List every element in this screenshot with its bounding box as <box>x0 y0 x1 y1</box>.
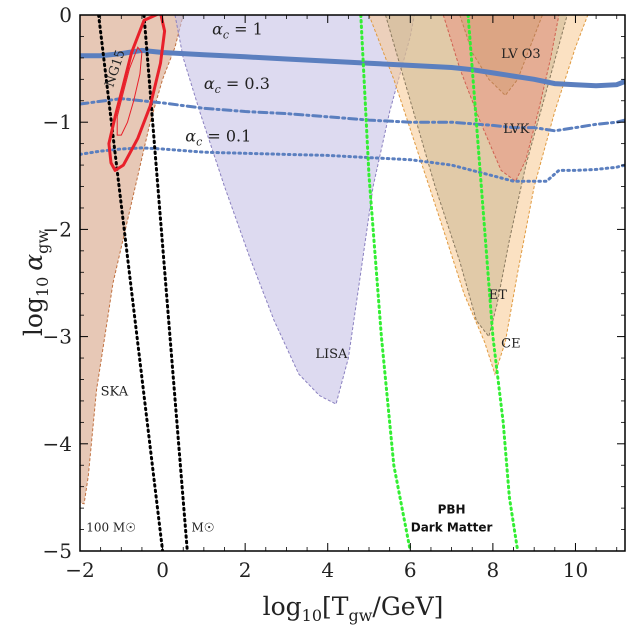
x-tick-label: 2 <box>239 558 252 582</box>
annotation-alpha03: αc = 0.3 <box>204 74 270 96</box>
y-axis-label: log10αgw <box>19 230 52 337</box>
ng15-inner-contour <box>116 46 143 136</box>
x-tick-label: −2 <box>65 558 94 582</box>
region-lv-o3 <box>459 15 543 97</box>
y-tick-label: −4 <box>43 432 72 456</box>
label-lvk: LVK <box>503 122 529 137</box>
annotation-mass1: M☉ <box>191 521 214 535</box>
series-pbh-dm-right <box>466 15 520 551</box>
y-tick-label: −1 <box>43 110 72 134</box>
annotation-alpha01: αc = 0.1 <box>185 126 251 148</box>
label-lv-o3: LV O3 <box>501 47 541 62</box>
series-c-0-1 <box>80 146 625 183</box>
y-tick-label: −5 <box>43 539 72 563</box>
x-tick-label: 10 <box>563 558 588 582</box>
x-tick-label: 4 <box>321 558 334 582</box>
annotation-alpha1: αc = 1 <box>212 19 263 41</box>
detector-regions <box>80 15 589 505</box>
x-tick-label: 8 <box>487 558 500 582</box>
x-tick-label: 0 <box>156 558 169 582</box>
region-lvk <box>442 15 560 182</box>
series-pbh-dm-left <box>359 15 412 551</box>
region-ska <box>80 15 184 505</box>
series-c-0-3 <box>80 97 625 133</box>
plot-frame <box>79 14 626 552</box>
annotation-mass100: 100 M☉ <box>86 521 136 535</box>
y-tick-label: 0 <box>59 3 72 27</box>
label-ska: SKA <box>101 385 129 400</box>
y-tick-label: −2 <box>43 217 72 241</box>
series-c-1 <box>80 47 625 89</box>
x-axis-label: log10[Tgw/GeV] <box>263 592 444 625</box>
chart-series <box>80 15 625 551</box>
label-et: ET <box>489 288 507 303</box>
y-tick-label: −3 <box>43 325 72 349</box>
annotation-pbh2: Dark Matter <box>411 521 493 535</box>
axis-ticks: −2 0 2 4 6 8 10 0 −1 −2 −3 −4 −5 <box>43 3 625 582</box>
series-100-m <box>97 15 165 551</box>
label-lisa: LISA <box>315 347 348 362</box>
annotation-pbh1: PBH <box>438 502 466 516</box>
label-ce: CE <box>501 336 520 351</box>
x-tick-label: 6 <box>404 558 417 582</box>
